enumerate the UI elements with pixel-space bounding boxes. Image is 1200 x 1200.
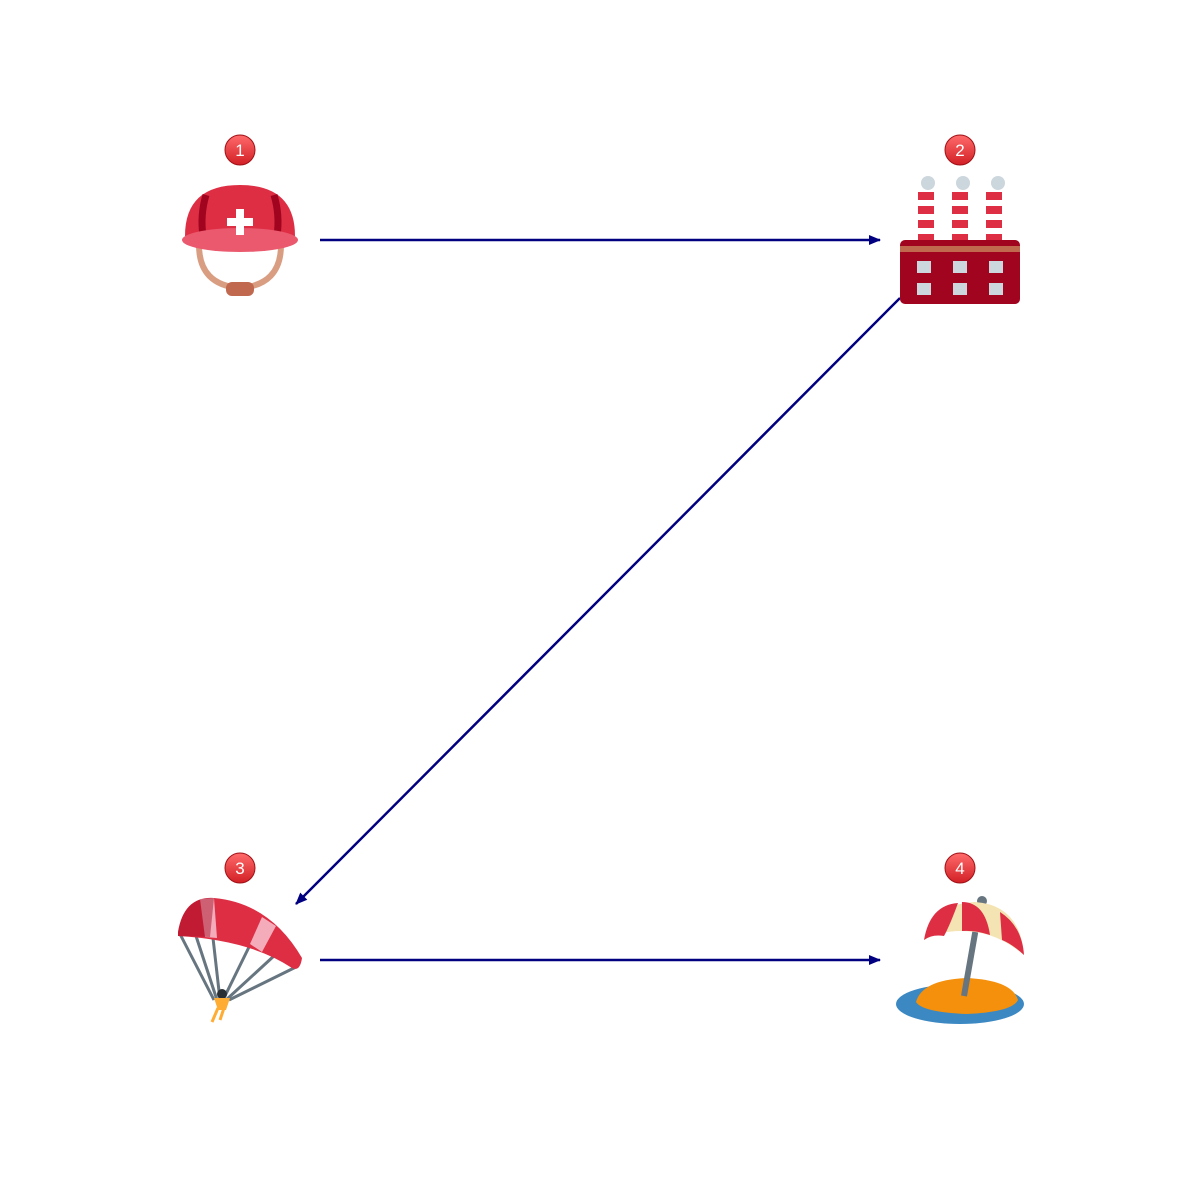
desert-island-icon [896, 896, 1024, 1024]
parachute-icon [178, 897, 302, 1023]
badge-1: 1 [224, 134, 256, 166]
node-2: 2 [900, 134, 1020, 304]
edges [295, 235, 901, 965]
badge-3: 3 [224, 852, 256, 884]
badge-2-label: 2 [955, 141, 964, 160]
badge-3-label: 3 [235, 859, 244, 878]
badge-1-label: 1 [235, 141, 244, 160]
rescue-worker-helmet-icon [182, 185, 298, 296]
node-4: 4 [896, 852, 1024, 1024]
edge-2-3 [295, 297, 901, 905]
badge-2: 2 [944, 134, 976, 166]
factory-icon [900, 176, 1020, 304]
node-3: 3 [178, 852, 302, 1023]
badge-4-label: 4 [955, 859, 964, 878]
node-1: 1 [182, 134, 298, 296]
badge-4: 4 [944, 852, 976, 884]
